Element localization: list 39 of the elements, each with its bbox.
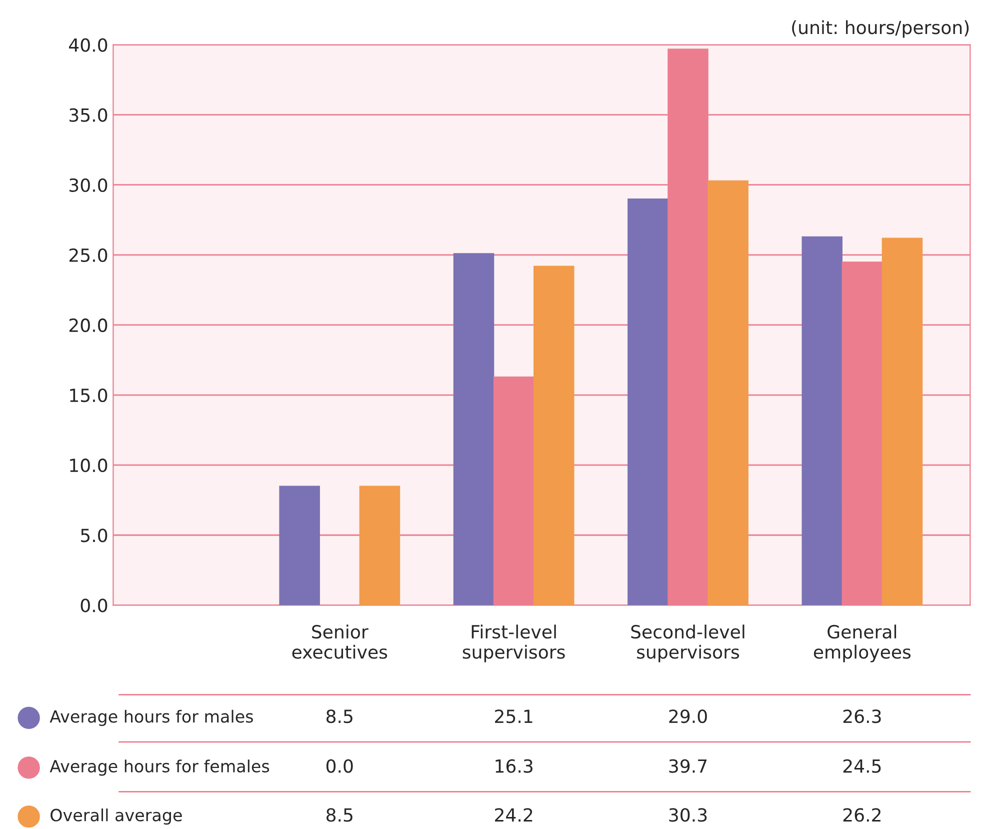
bar <box>279 486 320 606</box>
legend-label: Overall average <box>50 808 182 825</box>
legend-label: Average hours for females <box>50 760 270 776</box>
data-label: 26.3 <box>843 709 881 724</box>
bar <box>453 253 494 606</box>
y-tick-label: 10.0 <box>70 458 108 472</box>
data-label: 24.5 <box>843 759 881 773</box>
y-tick-label: 20.0 <box>69 318 108 332</box>
data-label: 25.1 <box>495 709 532 724</box>
legend-label: Average hours for males <box>50 710 253 726</box>
data-label: 8.5 <box>326 808 352 822</box>
y-tick-label: 35.0 <box>70 108 108 122</box>
y-tick-label: 15.0 <box>70 388 108 402</box>
bar <box>802 236 842 606</box>
y-tick-label: 0.0 <box>80 598 108 612</box>
x-tick-label: First-level supervisors <box>462 624 565 662</box>
bar <box>708 180 748 606</box>
bar <box>882 238 923 606</box>
y-tick-label: 25.0 <box>69 248 108 262</box>
data-label: 29.0 <box>669 709 707 724</box>
data-label: 39.7 <box>669 759 707 773</box>
data-label: 16.3 <box>496 759 532 773</box>
bar <box>359 486 400 606</box>
bar <box>493 376 534 606</box>
text: (unit: hours/person) <box>792 20 969 38</box>
x-tick-label: Senior executives <box>292 624 388 659</box>
bar <box>628 198 668 606</box>
y-tick-label: 5.0 <box>81 528 108 542</box>
data-label: 24.2 <box>495 808 532 822</box>
y-tick-label: 30.0 <box>70 178 108 192</box>
bar <box>842 262 883 606</box>
data-label: 30.3 <box>669 808 707 822</box>
data-label: 0.0 <box>326 759 353 773</box>
bar <box>533 266 574 606</box>
x-tick-label: Second-level supervisors <box>631 624 744 662</box>
x-tick-label: General employees <box>814 624 911 662</box>
data-label: 8.5 <box>326 709 352 724</box>
y-tick-label: 40.0 <box>69 38 108 52</box>
data-label: 26.2 <box>843 808 880 822</box>
